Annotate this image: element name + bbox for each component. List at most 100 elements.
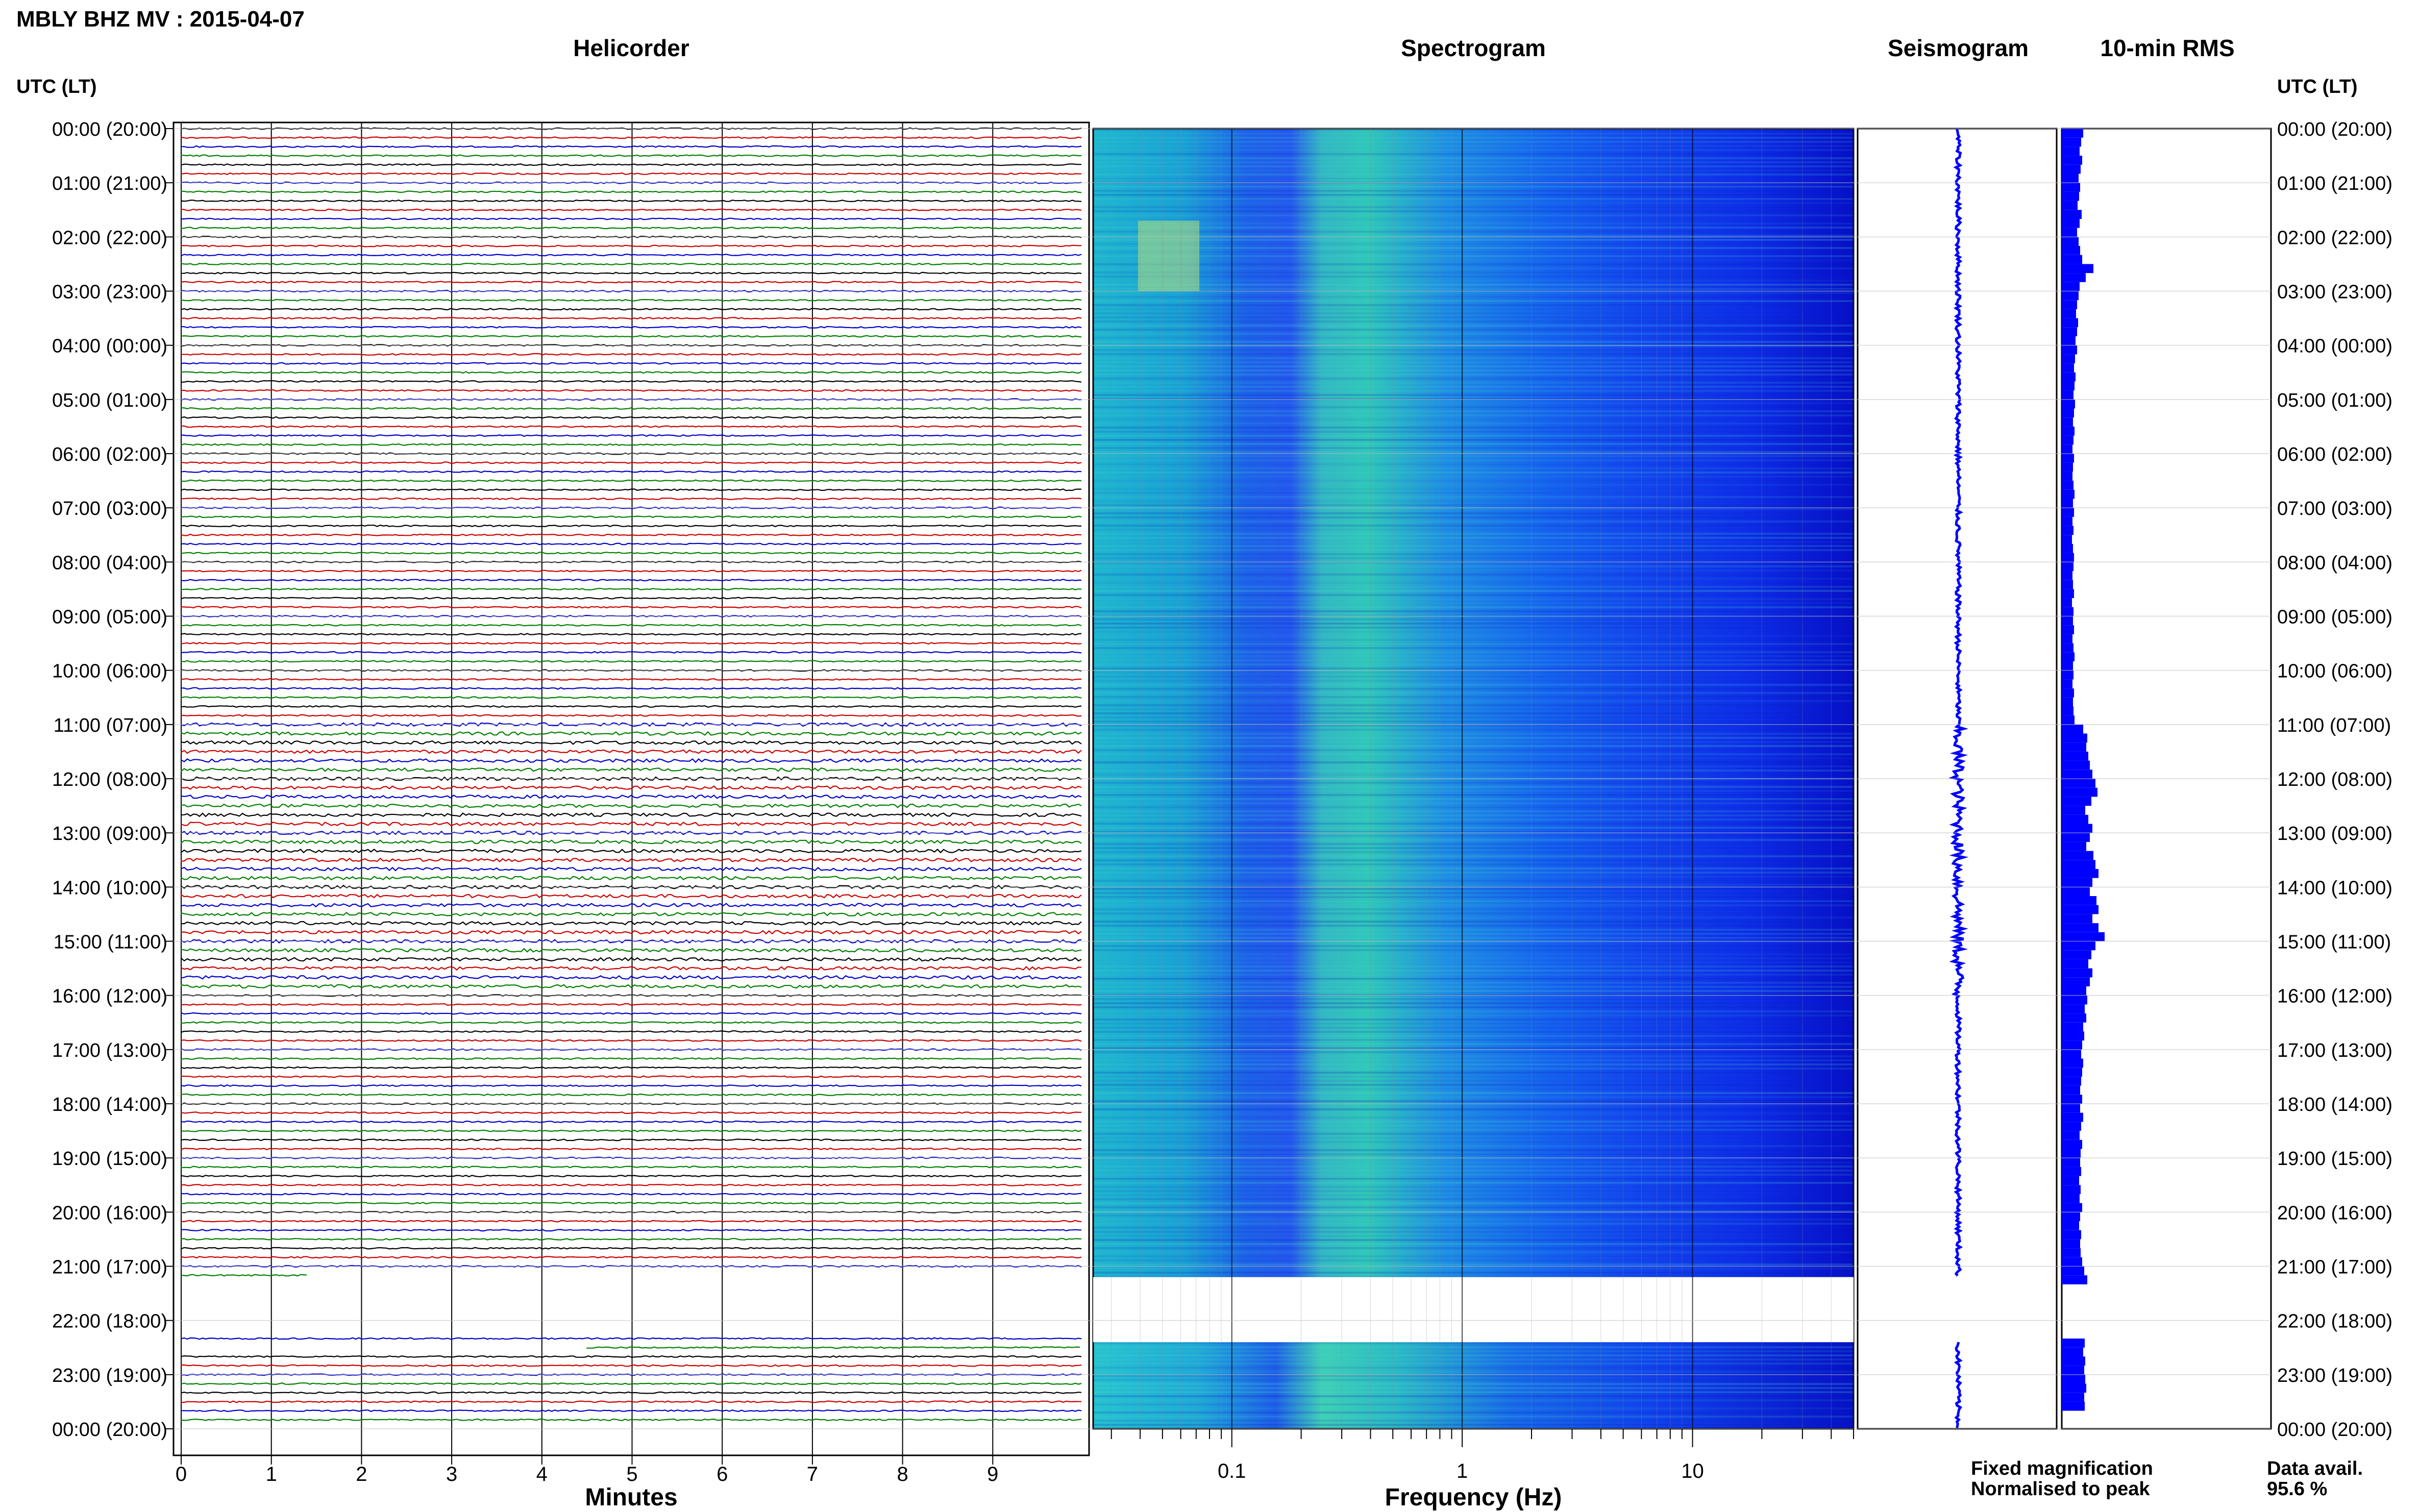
rms-bar — [2062, 1167, 2081, 1176]
helicorder-trace — [180, 299, 1082, 302]
helicorder-trace — [180, 145, 1082, 148]
time-tick-label-right: 07:00 (03:00) — [2277, 498, 2392, 519]
helicorder-trace — [180, 163, 1081, 166]
rms-bar — [2062, 914, 2092, 924]
helicorder-trace — [180, 461, 1082, 464]
rms-bar — [2062, 824, 2092, 833]
helicorder-trace — [180, 416, 1082, 419]
rms-bar — [2062, 516, 2072, 526]
helicorder-trace — [180, 857, 1082, 862]
rms-bar — [2062, 1266, 2084, 1276]
helicorder-trace — [180, 1003, 1082, 1006]
helicorder-trace — [181, 1274, 307, 1277]
helicorder-trace — [180, 479, 1082, 482]
rms-bar — [2062, 472, 2072, 481]
helicorder-trace — [180, 687, 1082, 690]
rms-bar — [2062, 1013, 2086, 1023]
helicorder-trace — [180, 660, 1082, 663]
helicorder-trace — [180, 425, 1082, 428]
rms-bar — [2062, 399, 2075, 409]
helicorder-trace — [180, 876, 1082, 881]
time-tick-label-left: 13:00 (09:00) — [52, 823, 167, 845]
helicorder-trace — [180, 984, 1082, 989]
rms-bar — [2062, 715, 2075, 725]
time-tick-label-left: 03:00 (23:00) — [52, 282, 167, 303]
minute-tick-label: 1 — [266, 1463, 277, 1485]
time-tick-label-right: 19:00 (15:00) — [2277, 1148, 2392, 1170]
time-tick-label-left: 22:00 (18:00) — [52, 1311, 167, 1332]
rms-bar — [2062, 173, 2079, 183]
rms-bar — [2062, 814, 2088, 824]
time-tick-label-left: 20:00 (16:00) — [52, 1202, 167, 1224]
time-tick-label-left: 15:00 (11:00) — [54, 932, 167, 953]
rms-bar — [2062, 923, 2099, 932]
helicorder-trace — [180, 812, 1082, 817]
helicorder-trace — [180, 1111, 1081, 1114]
helicorder-trace — [180, 1229, 1082, 1232]
rms-title: 10-min RMS — [2100, 35, 2234, 61]
helicorder-trace — [180, 1355, 1082, 1358]
helicorder-trace — [180, 579, 1082, 582]
seismogram-trace — [1954, 1342, 1963, 1428]
minute-tick-label: 0 — [176, 1463, 187, 1485]
rms-bar — [2062, 1149, 2081, 1158]
helicorder-trace — [180, 362, 1082, 365]
rms-bar — [2062, 1203, 2082, 1212]
time-tick-label-right: 22:00 (18:00) — [2277, 1311, 2392, 1332]
rms-bar — [2062, 201, 2078, 210]
rms-bar — [2062, 1158, 2080, 1167]
helicorder-trace — [180, 533, 1082, 536]
helicorder-trace — [180, 335, 1082, 338]
rms-bar — [2062, 444, 2072, 454]
helicorder-trace — [180, 624, 1082, 627]
time-tick-label-left: 10:00 (06:00) — [52, 661, 167, 682]
helicorder-trace — [181, 542, 1082, 546]
minutes-axis-label: Minutes — [585, 1484, 677, 1511]
helicorder-trace — [180, 705, 1082, 708]
rms-bar — [2062, 688, 2074, 698]
helicorder-trace — [180, 606, 1082, 609]
helicorder-trace — [180, 1030, 1082, 1033]
helicorder-trace — [180, 848, 1082, 854]
helicorder-panel — [172, 121, 1090, 1456]
rms-bar — [2062, 1393, 2084, 1402]
rms-bar — [2062, 336, 2076, 345]
rms-bar — [2062, 841, 2086, 851]
helicorder-trace — [180, 1039, 1082, 1042]
helicorder-trace — [180, 407, 1082, 410]
helicorder-trace — [180, 749, 1082, 754]
helicorder-trace — [180, 957, 1082, 962]
helicorder-trace — [180, 740, 1082, 745]
helicorder-trace — [180, 172, 1081, 176]
helicorder-trace — [181, 1129, 1082, 1132]
rms-bar — [2062, 977, 2090, 986]
helicorder-trace — [180, 136, 1082, 139]
helicorder-trace — [180, 767, 1082, 773]
time-tick-label-right: 15:00 (11:00) — [2277, 932, 2391, 953]
rms-bar — [2062, 625, 2074, 634]
minutes-axis-ticks: 0 1 2 3 4 5 6 7 8 9 — [176, 1455, 998, 1485]
helicorder-trace — [180, 803, 1082, 808]
time-tick-label-right: 12:00 (08:00) — [2277, 769, 2392, 790]
rms-bar — [2062, 454, 2074, 463]
helicorder-trace — [180, 597, 1082, 600]
rms-bar — [2062, 137, 2081, 147]
rms-bar — [2062, 1383, 2086, 1393]
helicorder-trace — [180, 1138, 1082, 1142]
helicorder-trace — [180, 696, 1082, 699]
helicorder-trace — [180, 326, 1082, 329]
rms-bar — [2062, 661, 2073, 671]
rms-bar — [2062, 264, 2093, 274]
rms-bar — [2062, 986, 2086, 996]
rms-bar — [2062, 499, 2073, 508]
rms-bar — [2062, 1212, 2080, 1221]
helicorder-trace — [180, 217, 1082, 220]
helicorder-trace — [180, 515, 1082, 518]
helicorder-trace — [180, 642, 1082, 645]
rms-bar — [2062, 526, 2074, 535]
frequency-tick-label: 1 — [1457, 1460, 1468, 1482]
rms-bar — [2062, 706, 2074, 716]
rms-bar — [2062, 1185, 2081, 1194]
time-tick-label-left: 08:00 (04:00) — [52, 552, 167, 574]
rms-bar — [2062, 435, 2074, 445]
